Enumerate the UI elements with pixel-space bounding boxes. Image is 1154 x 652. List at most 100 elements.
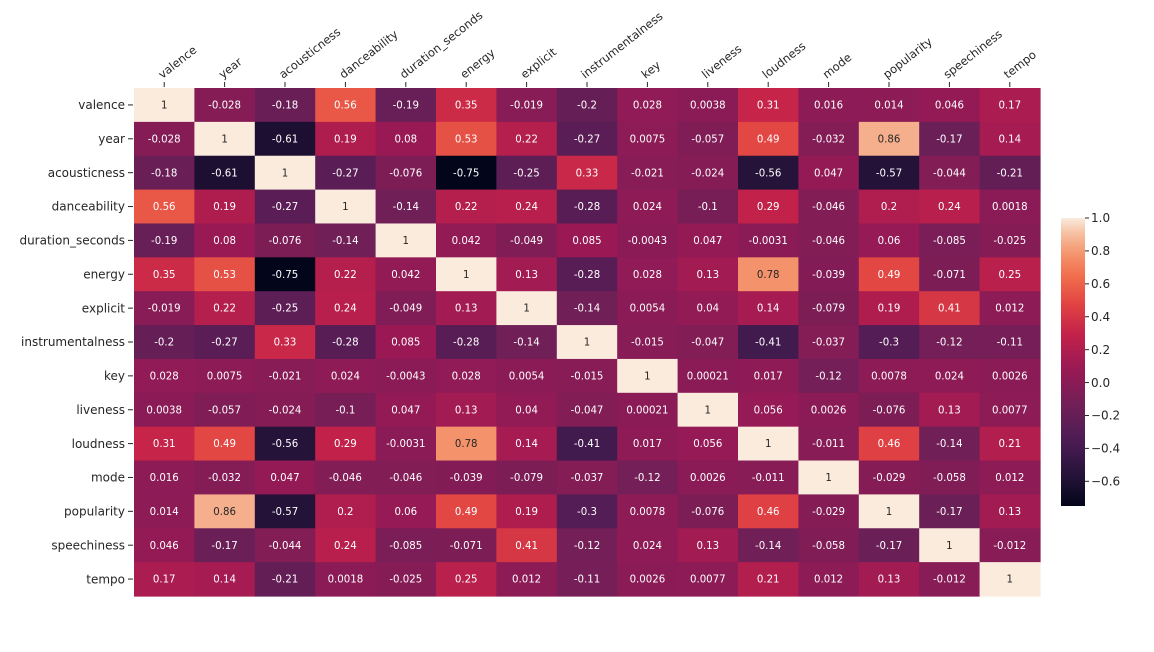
heatmap-cell <box>617 291 679 326</box>
heatmap-cell <box>617 392 679 428</box>
cell-value-label: 1 <box>825 473 831 484</box>
heatmap-cell <box>375 528 437 563</box>
cell-value-label: 0.047 <box>693 236 722 247</box>
cell-value-label: 0.08 <box>394 134 417 145</box>
heatmap-cell <box>134 392 195 428</box>
cell-value-label: -0.058 <box>933 473 966 484</box>
cell-value-label: -0.058 <box>812 541 845 552</box>
heatmap-cell <box>677 392 739 428</box>
heatmap-cell <box>556 426 618 462</box>
x-tick-label: acousticness <box>276 25 343 82</box>
cell-value-label: 0.25 <box>455 575 478 586</box>
heatmap-cell <box>617 426 679 462</box>
x-tick-label: popularity <box>880 34 935 81</box>
heatmap-cell <box>134 528 195 563</box>
cell-value-label: -0.17 <box>936 134 962 145</box>
cell-value-label: -0.039 <box>450 473 483 484</box>
heatmap-cell <box>375 155 437 191</box>
heatmap-cell <box>677 291 739 326</box>
cell-value-label: -0.012 <box>933 575 966 586</box>
heatmap-cell <box>738 223 799 258</box>
cell-value-label: -0.0043 <box>628 236 667 247</box>
cell-value-label: 0.047 <box>270 473 299 484</box>
heatmap-cell <box>134 325 195 360</box>
cell-value-label: 0.17 <box>998 101 1021 112</box>
cell-value-label: -0.015 <box>571 371 604 382</box>
cell-value-label: -0.27 <box>574 134 600 145</box>
heatmap-cell <box>919 562 981 597</box>
cell-value-label: 0.29 <box>334 439 357 450</box>
heatmap-cell <box>194 155 256 191</box>
heatmap-cell <box>858 358 920 394</box>
heatmap-cell <box>979 460 1041 495</box>
colorbar-tick-label: 0.8 <box>1091 244 1110 258</box>
cell-value-label: 0.04 <box>696 304 719 315</box>
heatmap-cell <box>738 392 799 428</box>
heatmap-cell <box>979 494 1041 529</box>
heatmap-cell <box>436 291 497 326</box>
cell-value-label: -0.12 <box>574 541 600 552</box>
heatmap-cell <box>375 291 437 326</box>
cell-value-label: 0.14 <box>998 134 1021 145</box>
heatmap-cell <box>858 562 920 597</box>
heatmap-cell <box>375 223 437 258</box>
y-tick-label: instrumentalness <box>21 335 125 349</box>
cell-value-label: 1 <box>886 507 892 518</box>
heatmap-cell <box>556 121 618 157</box>
cell-value-label: 0.016 <box>150 473 179 484</box>
cell-value-label: 0.0077 <box>992 405 1028 416</box>
heatmap-cell <box>798 121 860 157</box>
x-tick-labels: valence year acousticnessdanceabilitydurat… <box>155 8 1039 87</box>
colorbar-tick-label: −0.6 <box>1091 475 1120 489</box>
heatmap-cells: 1 -0.028 -0.18 0.56 -0.19 0.35 -0.019 -0.2 0.028… <box>134 88 1041 597</box>
cell-value-label: -0.025 <box>389 575 422 586</box>
cell-value-label: 0.014 <box>874 101 903 112</box>
heatmap-cell <box>496 562 558 597</box>
colorbar-tick-label: 0.0 <box>1091 376 1110 390</box>
cell-value-label: 0.22 <box>515 134 538 145</box>
heatmap-cell <box>134 460 195 495</box>
heatmap-cell <box>556 562 618 597</box>
heatmap-cell <box>496 291 558 326</box>
x-tick-label: danceability <box>337 27 401 81</box>
heatmap-cell <box>254 223 316 258</box>
heatmap-cell <box>556 155 618 191</box>
cell-value-label: 0.04 <box>515 405 538 416</box>
heatmap-cell <box>677 528 739 563</box>
cell-value-label: 0.012 <box>995 473 1024 484</box>
y-tick-label: mode <box>91 471 125 485</box>
cell-value-label: 1 <box>161 101 167 112</box>
heatmap-cell <box>375 358 437 394</box>
cell-value-label: 0.06 <box>878 236 901 247</box>
cell-value-label: -0.61 <box>272 134 298 145</box>
heatmap-cell <box>254 325 316 360</box>
heatmap-cell <box>436 257 497 292</box>
cell-value-label: -0.75 <box>453 168 479 179</box>
heatmap-cell <box>738 426 799 462</box>
heatmap-cell <box>375 426 437 462</box>
cell-value-label: -0.3 <box>879 338 899 349</box>
cell-value-label: -0.079 <box>510 473 543 484</box>
cell-value-label: 0.056 <box>754 405 783 416</box>
heatmap-cell <box>194 528 256 563</box>
cell-value-label: -0.17 <box>211 541 237 552</box>
heatmap-cell <box>194 358 256 394</box>
heatmap-cell <box>375 494 437 529</box>
heatmap-cell <box>315 223 377 258</box>
cell-value-label: -0.049 <box>389 304 422 315</box>
heatmap-cell <box>979 426 1041 462</box>
cell-value-label: 0.0077 <box>690 575 726 586</box>
cell-value-label: 0.53 <box>455 134 478 145</box>
y-tick-label: valence <box>78 98 125 112</box>
cell-value-label: -0.0031 <box>386 439 425 450</box>
heatmap-cell <box>496 88 558 123</box>
heatmap-cell <box>194 392 256 428</box>
cell-value-label: 0.0038 <box>146 405 182 416</box>
cell-value-label: -0.11 <box>574 575 600 586</box>
colorbar: 1.0 0.8 0.6 0.4 0.2 0.0 −0.2 −0.4 −0.6 <box>1061 211 1120 506</box>
y-tick-label: key <box>104 369 125 383</box>
heatmap-cell <box>254 426 316 462</box>
cell-value-label: 0.024 <box>633 541 662 552</box>
cell-value-label: -0.27 <box>332 168 358 179</box>
heatmap-cell <box>738 121 799 157</box>
